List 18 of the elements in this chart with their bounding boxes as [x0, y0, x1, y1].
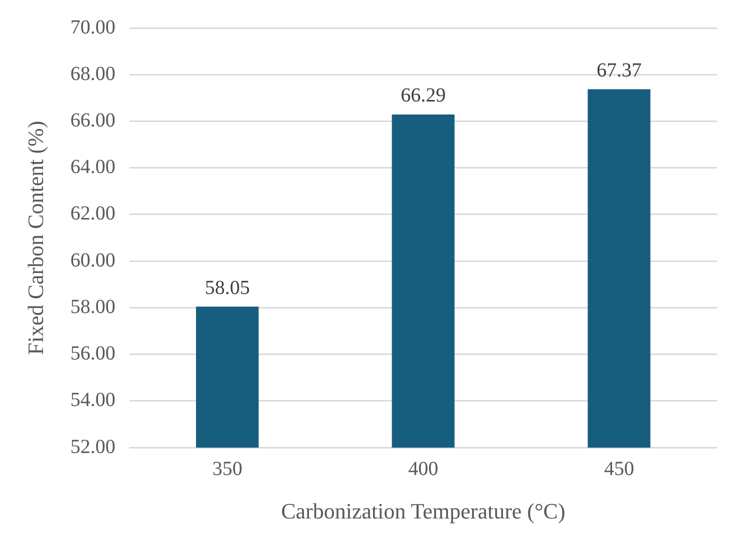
x-tick-label: 400: [408, 458, 438, 480]
x-axis-title: Carbonization Temperature (°C): [281, 498, 566, 524]
y-tick-label: 58.00: [70, 296, 116, 318]
y-tick-label: 52.00: [70, 436, 116, 458]
y-tick-label: 64.00: [70, 156, 116, 178]
y-tick-label: 54.00: [70, 389, 116, 412]
y-tick-label: 60.00: [70, 249, 116, 272]
y-axis-title: Fixed Carbon Content (%): [22, 120, 48, 355]
data-label: 67.37: [596, 60, 642, 82]
y-tick-label: 68.00: [70, 62, 116, 85]
y-tick-label: 62.00: [70, 202, 116, 225]
y-tick-label: 56.00: [70, 342, 116, 365]
y-tick-label: 66.00: [70, 109, 116, 132]
x-tick-label: 350: [212, 458, 242, 480]
x-tick-label: 450: [604, 458, 634, 480]
data-label: 66.29: [400, 84, 446, 107]
y-tick-label: 70.00: [70, 16, 116, 38]
data-label: 58.05: [204, 276, 250, 299]
